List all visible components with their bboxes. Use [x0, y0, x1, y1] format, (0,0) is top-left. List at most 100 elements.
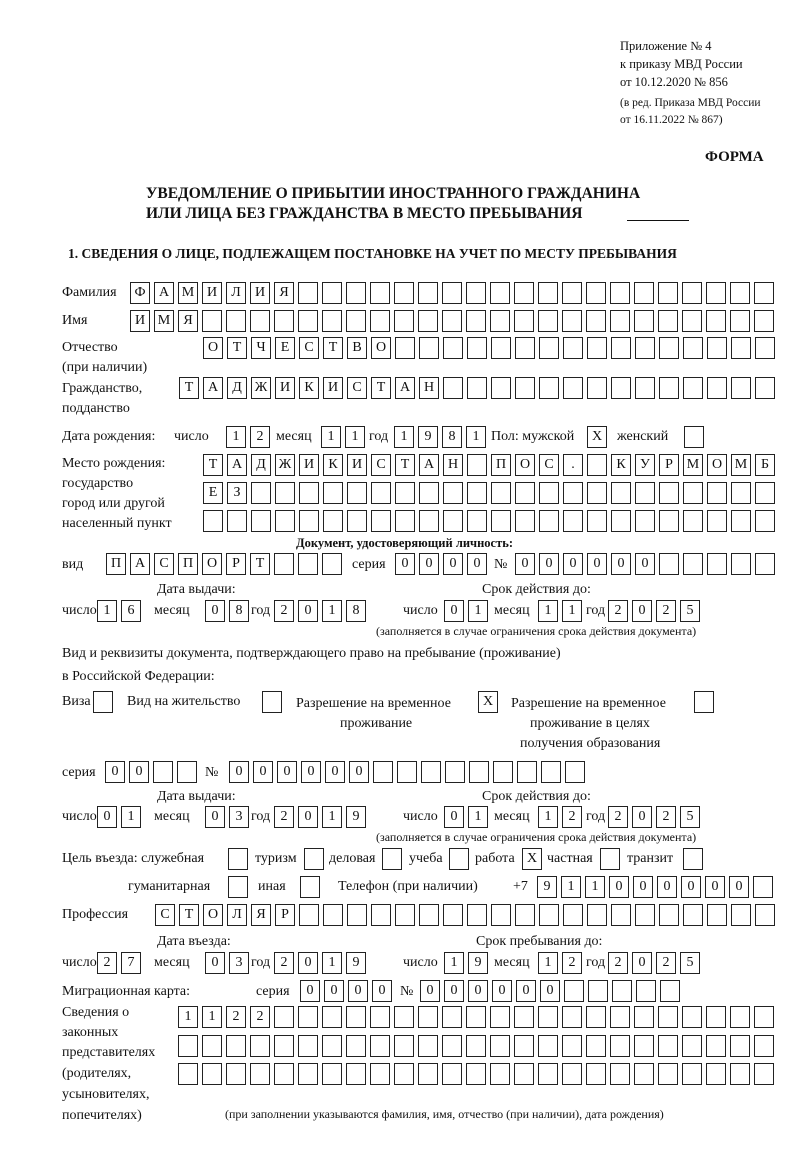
- char-cell[interactable]: [466, 1063, 486, 1085]
- char-cell[interactable]: [563, 377, 583, 399]
- char-cell[interactable]: [490, 1006, 510, 1028]
- checkbox-cell[interactable]: X: [478, 691, 498, 713]
- char-cell[interactable]: 0: [540, 980, 560, 1002]
- char-cell[interactable]: Т: [323, 337, 343, 359]
- char-cell[interactable]: .: [563, 454, 583, 476]
- char-cell[interactable]: 9: [346, 806, 366, 828]
- char-cell[interactable]: [707, 377, 727, 399]
- char-cell[interactable]: Б: [755, 454, 775, 476]
- char-cell[interactable]: [586, 1006, 606, 1028]
- char-cell[interactable]: [397, 761, 417, 783]
- char-cell[interactable]: Л: [226, 282, 246, 304]
- char-cell[interactable]: [469, 761, 489, 783]
- char-cell[interactable]: [418, 1063, 438, 1085]
- char-cell[interactable]: 2: [274, 600, 294, 622]
- char-cell[interactable]: 1: [585, 876, 605, 898]
- char-cell[interactable]: [635, 482, 655, 504]
- char-cell[interactable]: 3: [229, 952, 249, 974]
- char-cell[interactable]: [442, 1006, 462, 1028]
- char-cell[interactable]: [514, 1035, 534, 1057]
- char-cell[interactable]: 0: [563, 553, 583, 575]
- char-cell[interactable]: [731, 337, 751, 359]
- char-cell[interactable]: 0: [298, 952, 318, 974]
- char-cell[interactable]: [515, 377, 535, 399]
- char-cell[interactable]: [730, 1006, 750, 1028]
- char-cell[interactable]: [683, 337, 703, 359]
- char-cell[interactable]: 0: [705, 876, 725, 898]
- char-cell[interactable]: 1: [178, 1006, 198, 1028]
- char-cell[interactable]: [754, 310, 774, 332]
- char-cell[interactable]: [730, 310, 750, 332]
- char-cell[interactable]: [443, 377, 463, 399]
- char-cell[interactable]: У: [635, 454, 655, 476]
- char-cell[interactable]: [346, 1006, 366, 1028]
- char-cell[interactable]: 0: [395, 553, 415, 575]
- char-cell[interactable]: [611, 482, 631, 504]
- char-cell[interactable]: [323, 510, 343, 532]
- char-cell[interactable]: [707, 553, 727, 575]
- char-cell[interactable]: Т: [395, 454, 415, 476]
- char-cell[interactable]: [274, 310, 294, 332]
- char-cell[interactable]: [299, 482, 319, 504]
- char-cell[interactable]: [322, 1006, 342, 1028]
- char-cell[interactable]: 2: [97, 952, 117, 974]
- char-cell[interactable]: Д: [251, 454, 271, 476]
- char-cell[interactable]: [491, 377, 511, 399]
- char-cell[interactable]: [754, 1035, 774, 1057]
- char-cell[interactable]: [562, 1006, 582, 1028]
- purpose-humanitarian-checkbox[interactable]: [228, 876, 248, 898]
- char-cell[interactable]: [394, 1035, 414, 1057]
- char-cell[interactable]: Е: [203, 482, 223, 504]
- char-cell[interactable]: [514, 282, 534, 304]
- char-cell[interactable]: 0: [587, 553, 607, 575]
- char-cell[interactable]: Ф: [130, 282, 150, 304]
- checkbox-cell[interactable]: [228, 876, 248, 898]
- char-cell[interactable]: [491, 510, 511, 532]
- char-cell[interactable]: 1: [202, 1006, 222, 1028]
- char-cell[interactable]: [347, 482, 367, 504]
- char-cell[interactable]: А: [130, 553, 150, 575]
- char-cell[interactable]: 0: [277, 761, 297, 783]
- char-cell[interactable]: 8: [442, 426, 462, 448]
- char-cell[interactable]: 0: [515, 553, 535, 575]
- char-cell[interactable]: [394, 282, 414, 304]
- char-cell[interactable]: 5: [680, 600, 700, 622]
- char-cell[interactable]: 0: [635, 553, 655, 575]
- char-cell[interactable]: 0: [681, 876, 701, 898]
- char-cell[interactable]: 2: [608, 806, 628, 828]
- char-cell[interactable]: [730, 282, 750, 304]
- char-cell[interactable]: [634, 310, 654, 332]
- char-cell[interactable]: [515, 510, 535, 532]
- char-cell[interactable]: 2: [562, 952, 582, 974]
- char-cell[interactable]: 1: [562, 600, 582, 622]
- birthplace-row-3[interactable]: [203, 510, 775, 532]
- char-cell[interactable]: [683, 510, 703, 532]
- char-cell[interactable]: [395, 904, 415, 926]
- char-cell[interactable]: [659, 510, 679, 532]
- char-cell[interactable]: [730, 1035, 750, 1057]
- char-cell[interactable]: [682, 310, 702, 332]
- char-cell[interactable]: [299, 904, 319, 926]
- char-cell[interactable]: [251, 482, 271, 504]
- char-cell[interactable]: [636, 980, 656, 1002]
- char-cell[interactable]: [612, 980, 632, 1002]
- char-cell[interactable]: [177, 761, 197, 783]
- char-cell[interactable]: 2: [250, 426, 270, 448]
- visa-checkbox[interactable]: [93, 691, 113, 713]
- char-cell[interactable]: 2: [656, 600, 676, 622]
- char-cell[interactable]: [490, 1035, 510, 1057]
- char-cell[interactable]: [346, 1035, 366, 1057]
- char-cell[interactable]: [226, 1063, 246, 1085]
- char-cell[interactable]: [587, 510, 607, 532]
